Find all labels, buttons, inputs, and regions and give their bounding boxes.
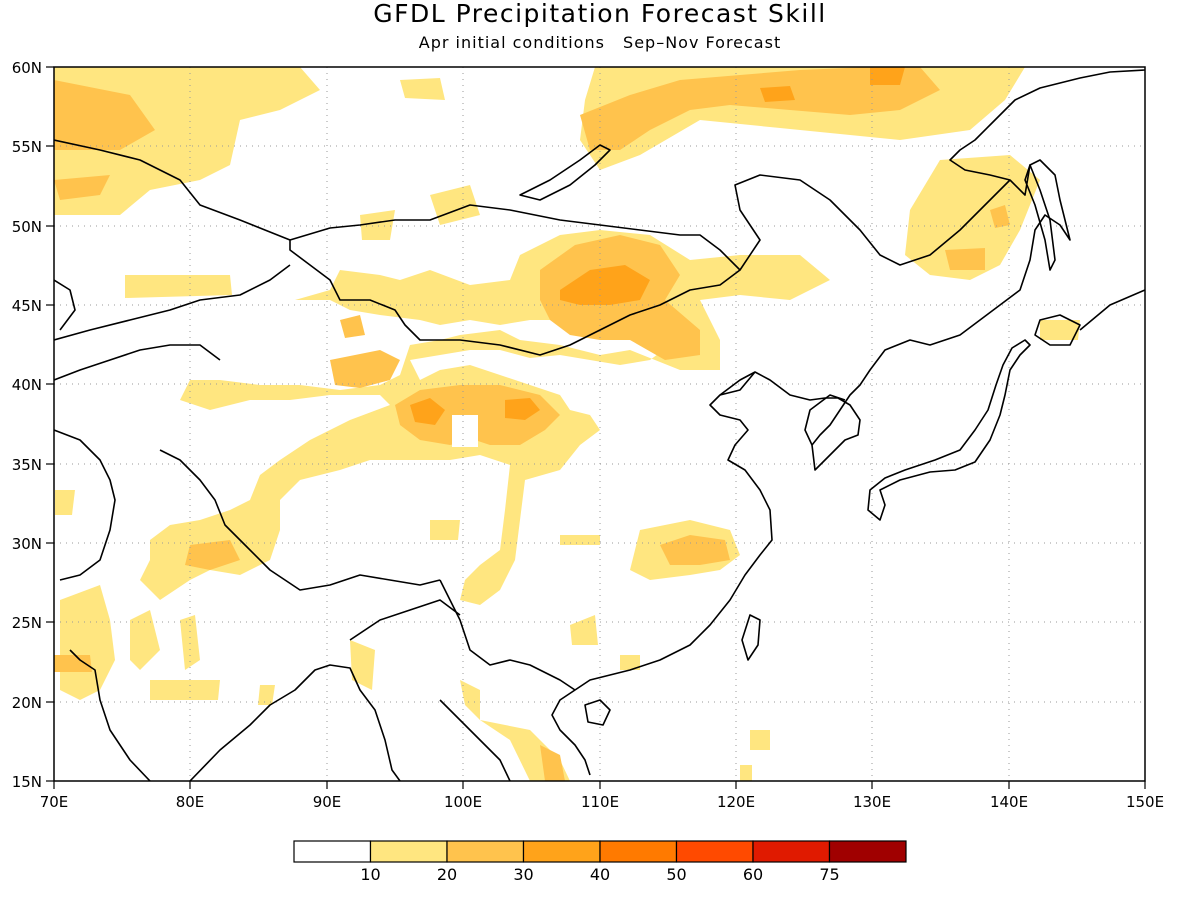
coastline-east-asia [551,69,1145,776]
colorbar-label: 50 [666,865,686,884]
coastline-bohai [719,371,756,396]
border-indochina [439,579,576,691]
coastline-bay-of-bengal [189,664,401,781]
island-taiwan [741,614,761,661]
colorbar-label: 60 [743,865,763,884]
lon-tick-label: 130E [853,793,891,811]
colorbar-swatch [369,840,448,863]
island-hainan [584,699,611,726]
axis-ticks [46,66,1146,789]
border-himalaya [159,449,441,591]
island-hokkaido [1034,314,1081,346]
lon-tick-label: 150E [1126,793,1164,811]
colorbar-label: 30 [513,865,533,884]
border-india-west [54,429,116,581]
lake-baikal [519,144,611,201]
map-gridlines [54,67,1145,781]
lat-tick-label: 15N [12,773,42,791]
border-myanmar [349,599,461,641]
lon-tick-label: 110E [581,793,619,811]
colorbar-swatch [752,840,831,863]
border-kazakhstan [54,139,291,241]
lon-tick-label: 120E [717,793,755,811]
colorbar-label: 20 [437,865,457,884]
border-mongolia [289,204,741,356]
lon-tick-label: 100E [444,793,482,811]
colorbar-swatch [522,840,601,863]
lat-tick-label: 25N [12,614,42,632]
colorbar-swatch [599,840,678,863]
chart-title: GFDL Precipitation Forecast Skill [373,0,827,28]
colorbar-swatch [446,840,525,863]
colorbar-label: 10 [360,865,380,884]
border-thailand [439,699,511,781]
coastline-caspian [54,279,76,331]
border-central-asia-2 [54,344,221,381]
colorbar-swatch [675,840,754,863]
chart-subtitle: Apr initial conditions Sep–Nov Forecast [0,33,1200,53]
coastlines-and-borders [54,69,1145,781]
colorbar-swatch [828,840,907,863]
lat-tick-label: 40N [12,376,42,394]
lon-tick-label: 90E [313,793,342,811]
lat-tick-label: 45N [12,297,42,315]
coastline-india [69,649,151,781]
subtitle-forecast-period: Sep–Nov Forecast [623,33,782,52]
lat-tick-label: 55N [12,138,42,156]
colorbar-label: 40 [590,865,610,884]
colorbar: 10 20 30 40 50 60 75 [293,840,907,884]
lat-tick-label: 60N [12,59,42,77]
lat-tick-label: 30N [12,535,42,553]
lat-tick-label: 50N [12,218,42,236]
subtitle-initial-conditions: Apr initial conditions [418,33,605,52]
colorbar-swatch [293,840,372,863]
colorbar-label: 75 [819,865,839,884]
lon-tick-label: 140E [990,793,1028,811]
lat-tick-label: 35N [12,456,42,474]
border-manchuria [734,174,1011,271]
lon-tick-label: 80E [176,793,205,811]
lat-tick-labels: 15N 20N 25N 30N 35N 40N 45N 50N 55N 60N [12,59,42,791]
contour-level-30 [410,67,905,425]
island-sakhalin [1024,164,1056,271]
contour-level-10 [54,67,1080,781]
peninsula-korea [804,394,846,446]
skill-contours [54,67,1080,781]
border-central-asia [54,264,291,341]
lon-tick-labels: 70E 80E 90E 100E 110E 120E 130E 140E 150… [40,793,1164,811]
kuril-islands [1079,289,1145,331]
island-japan [867,339,1031,521]
lat-tick-label: 20N [12,694,42,712]
lon-tick-label: 70E [40,793,69,811]
